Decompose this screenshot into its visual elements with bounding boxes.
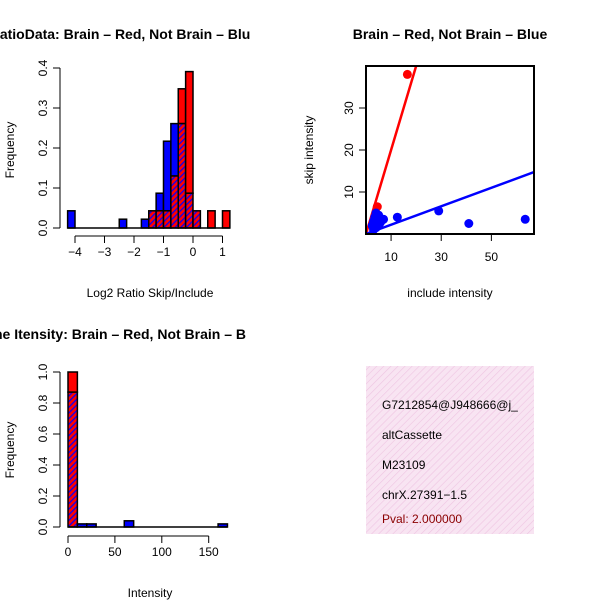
not-brain-point bbox=[375, 219, 385, 228]
not-brain-point bbox=[434, 206, 444, 216]
x-tick-label: 0 bbox=[65, 545, 72, 559]
intensity-histogram-title: ne Itensity: Brain – Red, Not Brain – B bbox=[0, 326, 246, 342]
info-probe-id: G7212854@J948666@j_ bbox=[382, 398, 518, 412]
overlap-bar bbox=[155, 210, 165, 229]
x-tick-label: 0 bbox=[190, 245, 197, 259]
overlap-bar bbox=[162, 210, 172, 229]
ratio-histogram-xlabel: Log2 Ratio Skip/Include bbox=[87, 286, 214, 300]
brain-bar bbox=[207, 210, 216, 229]
info-location: chrX.27391−1.5 bbox=[382, 488, 467, 502]
not-brain-bar bbox=[170, 122, 179, 177]
scatter-title: Brain – Red, Not Brain – Blue bbox=[353, 26, 548, 42]
intensity-histogram-bars bbox=[67, 371, 229, 528]
y-tick-label: 0.1 bbox=[36, 179, 50, 196]
not-brain-bar bbox=[118, 218, 128, 229]
not-brain-point bbox=[520, 214, 530, 224]
ratio-histogram-ylabel: Frequency bbox=[3, 122, 17, 179]
ratio-histogram-bars bbox=[66, 70, 231, 229]
info-pval: Pval: 2.000000 bbox=[382, 512, 462, 526]
not-brain-bar bbox=[155, 192, 165, 212]
intensity-scatter-panel: Brain – Red, Not Brain – Blue 10 30 50 10 20… bbox=[302, 26, 548, 300]
x-tick-label: 150 bbox=[199, 545, 219, 559]
x-tick-label: −1 bbox=[157, 245, 171, 259]
intensity-histogram-axes: 0 50 100 150 0.0 0.2 0.4 0.6 0.8 1.0 bbox=[36, 363, 219, 559]
brain-bar bbox=[177, 88, 187, 125]
info-event-type: altCassette bbox=[382, 428, 442, 442]
intensity-histogram-xlabel: Intensity bbox=[128, 586, 173, 600]
x-tick-label: 30 bbox=[435, 250, 449, 264]
x-tick-label: 10 bbox=[384, 250, 398, 264]
x-tick-label: −4 bbox=[68, 245, 82, 259]
intensity-histogram-ylabel: Frequency bbox=[3, 422, 17, 479]
not-brain-point bbox=[464, 219, 474, 228]
overlap-bar bbox=[184, 192, 194, 229]
info-panel: G7212854@J948666@j_ altCassette M23109 c… bbox=[366, 366, 534, 534]
not-brain-bar bbox=[123, 520, 135, 528]
overlap-bar bbox=[192, 210, 202, 229]
not-brain-point bbox=[392, 212, 402, 222]
ratio-histogram-title: RatioData: Brain – Red, Not Brain – Blu bbox=[0, 26, 250, 42]
brain-point bbox=[402, 69, 412, 79]
y-tick-label: 0.8 bbox=[36, 394, 50, 411]
x-tick-label: −2 bbox=[127, 245, 141, 259]
not-brain-bar bbox=[162, 140, 172, 212]
brain-bar bbox=[184, 70, 194, 194]
info-accession: M23109 bbox=[382, 458, 426, 472]
y-tick-label: 20 bbox=[342, 143, 356, 157]
brain-fit-line bbox=[366, 66, 418, 234]
y-tick-label: 30 bbox=[342, 101, 356, 115]
x-tick-label: −3 bbox=[98, 245, 112, 259]
y-tick-label: 10 bbox=[342, 185, 356, 199]
scatter-xlabel: include intensity bbox=[407, 286, 492, 300]
ratio-histogram-panel: RatioData: Brain – Red, Not Brain – Blu … bbox=[0, 26, 250, 300]
y-tick-label: 0.6 bbox=[36, 425, 50, 442]
intensity-histogram-panel: ne Itensity: Brain – Red, Not Brain – B … bbox=[0, 326, 246, 600]
brain-bar bbox=[221, 210, 231, 229]
y-tick-label: 0.2 bbox=[36, 139, 50, 156]
scatter-ylabel: skip intensity bbox=[302, 116, 316, 185]
overlap-bar bbox=[148, 210, 157, 229]
y-tick-label: 0.3 bbox=[36, 99, 50, 116]
info-panel-background bbox=[366, 366, 534, 534]
x-tick-label: 50 bbox=[485, 250, 499, 264]
y-tick-label: 0.0 bbox=[36, 518, 50, 535]
y-tick-label: 0.4 bbox=[36, 456, 50, 473]
overlap-bar bbox=[177, 122, 187, 229]
y-tick-label: 1.0 bbox=[36, 363, 50, 380]
ratio-histogram-axes: −4 −3 −2 −1 0 1 0.0 0.1 0.2 0.3 0.4 bbox=[36, 59, 226, 259]
brain-bar bbox=[67, 371, 79, 393]
y-tick-label: 0.4 bbox=[36, 59, 50, 76]
overlap-bar bbox=[67, 391, 79, 528]
x-tick-label: 50 bbox=[108, 545, 122, 559]
overlap-bar bbox=[170, 175, 179, 229]
scatter-plot-area bbox=[366, 66, 534, 234]
x-tick-label: 100 bbox=[152, 545, 172, 559]
y-tick-label: 0.2 bbox=[36, 487, 50, 504]
not-brain-bar bbox=[66, 210, 76, 229]
not-brain-bar bbox=[140, 218, 150, 229]
x-tick-label: 1 bbox=[219, 245, 226, 259]
y-tick-label: 0.0 bbox=[36, 219, 50, 236]
scatter-content: 10 30 50 10 20 30 bbox=[342, 65, 535, 264]
